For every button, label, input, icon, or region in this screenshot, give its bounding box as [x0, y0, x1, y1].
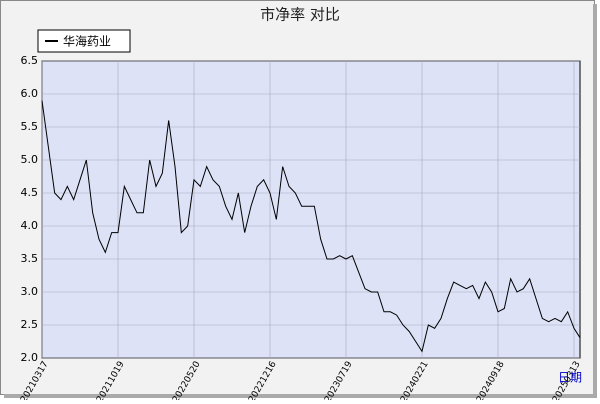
y-tick-label: 5.5: [21, 120, 39, 133]
x-axis-label: 日期: [558, 371, 582, 385]
y-tick-label: 5.0: [21, 153, 39, 166]
legend: [37, 29, 131, 53]
y-tick-label: 4.0: [21, 219, 39, 232]
y-tick-label: 2.0: [21, 351, 39, 364]
y-tick-label: 3.0: [21, 285, 39, 298]
y-tick-label: 4.5: [21, 186, 39, 199]
chart-title: 市净率 对比: [260, 6, 340, 24]
plot-area: [41, 60, 581, 359]
y-tick-label: 6.0: [21, 87, 39, 100]
y-tick-label: 3.5: [21, 252, 39, 265]
y-tick-label: 6.5: [21, 54, 39, 67]
legend-label: 华海药业: [63, 34, 111, 49]
data-line: [41, 100, 581, 353]
y-tick-label: 2.5: [21, 318, 39, 331]
